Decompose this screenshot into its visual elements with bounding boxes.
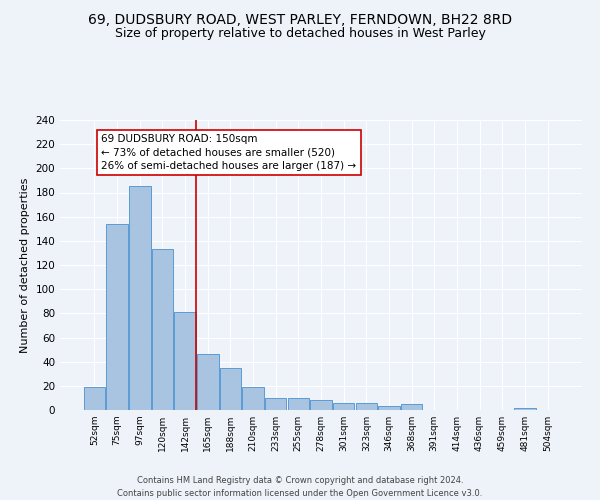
Bar xyxy=(310,400,332,410)
Bar xyxy=(220,368,241,410)
Bar xyxy=(333,403,355,410)
Text: 69 DUDSBURY ROAD: 150sqm
← 73% of detached houses are smaller (520)
26% of semi-: 69 DUDSBURY ROAD: 150sqm ← 73% of detach… xyxy=(101,134,356,171)
Text: Size of property relative to detached houses in West Parley: Size of property relative to detached ho… xyxy=(115,28,485,40)
Bar xyxy=(242,387,264,410)
Y-axis label: Number of detached properties: Number of detached properties xyxy=(20,178,30,352)
Text: Contains HM Land Registry data © Crown copyright and database right 2024.
Contai: Contains HM Land Registry data © Crown c… xyxy=(118,476,482,498)
Bar xyxy=(106,224,128,410)
Bar xyxy=(197,354,218,410)
Bar xyxy=(84,387,105,410)
Bar xyxy=(356,403,377,410)
Bar xyxy=(152,250,173,410)
Bar xyxy=(265,398,286,410)
Bar xyxy=(401,404,422,410)
Bar xyxy=(514,408,536,410)
Bar xyxy=(287,398,309,410)
Bar xyxy=(175,312,196,410)
Text: 69, DUDSBURY ROAD, WEST PARLEY, FERNDOWN, BH22 8RD: 69, DUDSBURY ROAD, WEST PARLEY, FERNDOWN… xyxy=(88,12,512,26)
Bar xyxy=(378,406,400,410)
Bar xyxy=(129,186,151,410)
